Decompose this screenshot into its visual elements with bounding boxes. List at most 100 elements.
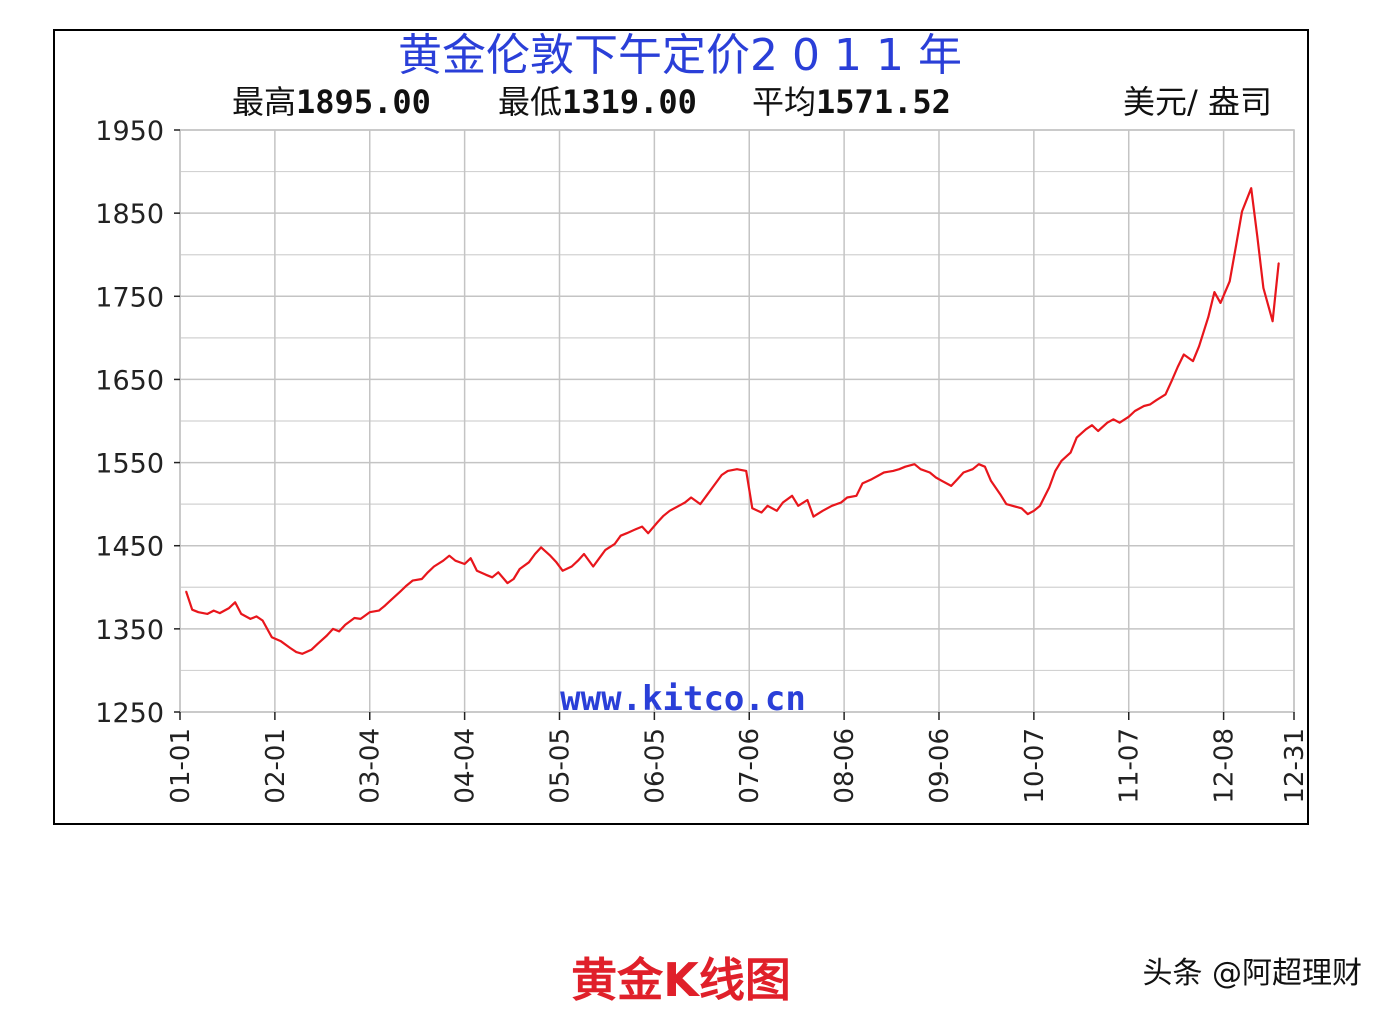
data-point [506, 582, 509, 584]
x-tick-label: 02-01 [261, 728, 291, 804]
data-point [1134, 410, 1136, 412]
data-point [776, 510, 778, 512]
data-point [240, 613, 242, 615]
data-point [583, 553, 585, 555]
data-point [577, 559, 579, 562]
data-point [1085, 428, 1087, 431]
data-point [219, 612, 221, 614]
data-point [855, 495, 858, 497]
data-point [1176, 366, 1179, 368]
site-watermark: www.kitco.cn [560, 679, 806, 719]
data-point [1005, 503, 1008, 505]
data-point [1020, 507, 1023, 510]
data-point [549, 554, 552, 557]
data-point [668, 510, 671, 512]
data-point [962, 471, 965, 474]
data-point [898, 468, 900, 471]
x-tick-label: 08-06 [830, 728, 860, 804]
data-point [846, 496, 848, 499]
x-tick-label: 10-07 [1020, 728, 1050, 804]
data-point [861, 482, 864, 485]
stat-avg-value: 1571.52 [816, 83, 951, 121]
data-point [249, 618, 252, 620]
data-point [405, 584, 408, 587]
data-point [678, 505, 680, 507]
data-point [919, 468, 922, 471]
stat-high-value: 1895.00 [296, 83, 431, 121]
data-point [191, 608, 193, 611]
data-point [1262, 287, 1265, 289]
data-point [421, 578, 423, 580]
data-point [935, 476, 937, 479]
data-point [751, 507, 754, 510]
data-point [1277, 262, 1280, 264]
data-point [1011, 505, 1014, 507]
y-tick-label: 1550 [95, 449, 164, 480]
data-point [1091, 424, 1093, 427]
data-point [1170, 380, 1173, 382]
data-point [999, 493, 1001, 496]
data-point [1213, 291, 1216, 293]
data-point [570, 565, 573, 568]
data-point [206, 613, 209, 615]
data-point [635, 528, 637, 530]
data-point [626, 532, 628, 534]
x-tick-label: 09-06 [925, 728, 955, 804]
y-tick-labels: 1250 1350 1450 1550 1650 1750 1850 1950 [95, 116, 180, 729]
data-point [641, 525, 643, 528]
data-point [280, 640, 282, 643]
x-tick-label: 12-31 [1280, 728, 1310, 804]
data-point [1219, 302, 1222, 304]
data-point [613, 543, 616, 545]
source-watermark: 头条 @阿超理财 [1142, 956, 1362, 991]
data-point [705, 495, 708, 497]
data-point [990, 480, 992, 482]
data-point [662, 515, 665, 517]
x-tick-label: 06-05 [640, 728, 670, 804]
data-point [1127, 416, 1130, 418]
data-point [433, 565, 435, 568]
data-point [1039, 505, 1041, 507]
data-point [384, 604, 386, 607]
data-point [1118, 421, 1121, 424]
data-point [476, 569, 478, 572]
data-point [469, 557, 472, 559]
data-point [289, 647, 292, 649]
data-point [197, 611, 200, 613]
data-point [1207, 316, 1210, 318]
stat-avg: 平均1571.52 [752, 82, 951, 122]
x-tick-label: 04-04 [451, 728, 481, 804]
data-point [359, 618, 362, 620]
data-point [234, 601, 236, 604]
data-point [1155, 399, 1158, 402]
data-point [332, 628, 334, 630]
data-point [760, 511, 763, 514]
data-point [261, 619, 264, 622]
data-point [766, 505, 769, 507]
data-point [1250, 187, 1252, 189]
data-point [782, 501, 784, 504]
data-point [310, 648, 313, 651]
data-point [255, 615, 258, 618]
stat-high-label: 最高 [232, 83, 297, 121]
data-point [720, 474, 723, 476]
x-tick-label: 01-01 [166, 728, 196, 804]
data-point [619, 534, 622, 537]
data-point [353, 617, 356, 619]
data-point [812, 515, 815, 518]
y-tick-label: 1650 [95, 365, 164, 396]
data-point [301, 653, 304, 655]
data-point [1097, 430, 1099, 432]
data-point [892, 470, 894, 472]
data-point [1241, 210, 1243, 213]
data-point [831, 505, 833, 507]
data-point [185, 590, 187, 593]
data-point [699, 503, 702, 505]
data-point [271, 636, 273, 638]
data-point [1183, 353, 1185, 356]
data-point [1033, 510, 1035, 512]
data-point [870, 478, 873, 481]
stat-low-value: 1319.00 [562, 83, 697, 121]
data-point [1048, 486, 1050, 489]
